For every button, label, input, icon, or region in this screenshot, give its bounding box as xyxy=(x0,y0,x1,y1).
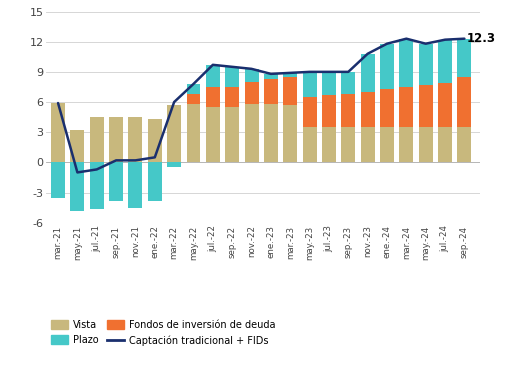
Bar xyxy=(342,127,356,162)
Legend: Vista, Plazo, Fondos de inversión de deuda, Captación tradicional + FIDs: Vista, Plazo, Fondos de inversión de deu… xyxy=(47,316,279,349)
Bar xyxy=(225,87,239,107)
Text: 12.3: 12.3 xyxy=(466,32,495,45)
Bar xyxy=(322,72,336,95)
Bar xyxy=(70,162,85,211)
Bar xyxy=(380,89,394,127)
Bar xyxy=(302,127,317,162)
Bar xyxy=(438,40,452,83)
Bar xyxy=(322,127,336,162)
Bar xyxy=(225,107,239,162)
Bar xyxy=(128,162,142,208)
Bar xyxy=(167,105,181,162)
Bar xyxy=(90,162,104,209)
Bar xyxy=(302,97,317,127)
Bar xyxy=(361,127,375,162)
Bar xyxy=(380,127,394,162)
Bar xyxy=(458,77,472,127)
Bar xyxy=(264,74,278,79)
Bar xyxy=(51,162,65,198)
Bar xyxy=(264,79,278,104)
Bar xyxy=(206,65,220,87)
Bar xyxy=(380,44,394,89)
Bar xyxy=(438,83,452,127)
Bar xyxy=(361,92,375,127)
Bar xyxy=(283,77,297,105)
Bar xyxy=(342,72,356,94)
Bar xyxy=(361,54,375,92)
Bar xyxy=(109,162,123,200)
Bar xyxy=(90,117,104,162)
Bar xyxy=(419,85,432,127)
Bar xyxy=(264,104,278,162)
Bar xyxy=(399,127,413,162)
Bar xyxy=(128,117,142,162)
Bar xyxy=(245,104,259,162)
Bar xyxy=(458,39,472,77)
Bar xyxy=(399,39,413,87)
Bar xyxy=(148,119,162,162)
Bar xyxy=(148,162,162,200)
Bar xyxy=(70,130,85,162)
Bar xyxy=(399,87,413,127)
Bar xyxy=(322,95,336,127)
Bar xyxy=(245,69,259,82)
Bar xyxy=(302,72,317,97)
Bar xyxy=(187,94,200,104)
Bar xyxy=(206,107,220,162)
Bar xyxy=(51,103,65,162)
Bar xyxy=(187,84,200,94)
Bar xyxy=(109,117,123,162)
Bar xyxy=(419,44,432,85)
Bar xyxy=(225,67,239,87)
Bar xyxy=(206,87,220,107)
Bar xyxy=(283,105,297,162)
Bar xyxy=(187,104,200,162)
Bar xyxy=(245,82,259,104)
Bar xyxy=(419,127,432,162)
Bar xyxy=(342,94,356,127)
Bar xyxy=(438,127,452,162)
Bar xyxy=(283,73,297,77)
Bar xyxy=(167,162,181,167)
Bar xyxy=(458,127,472,162)
